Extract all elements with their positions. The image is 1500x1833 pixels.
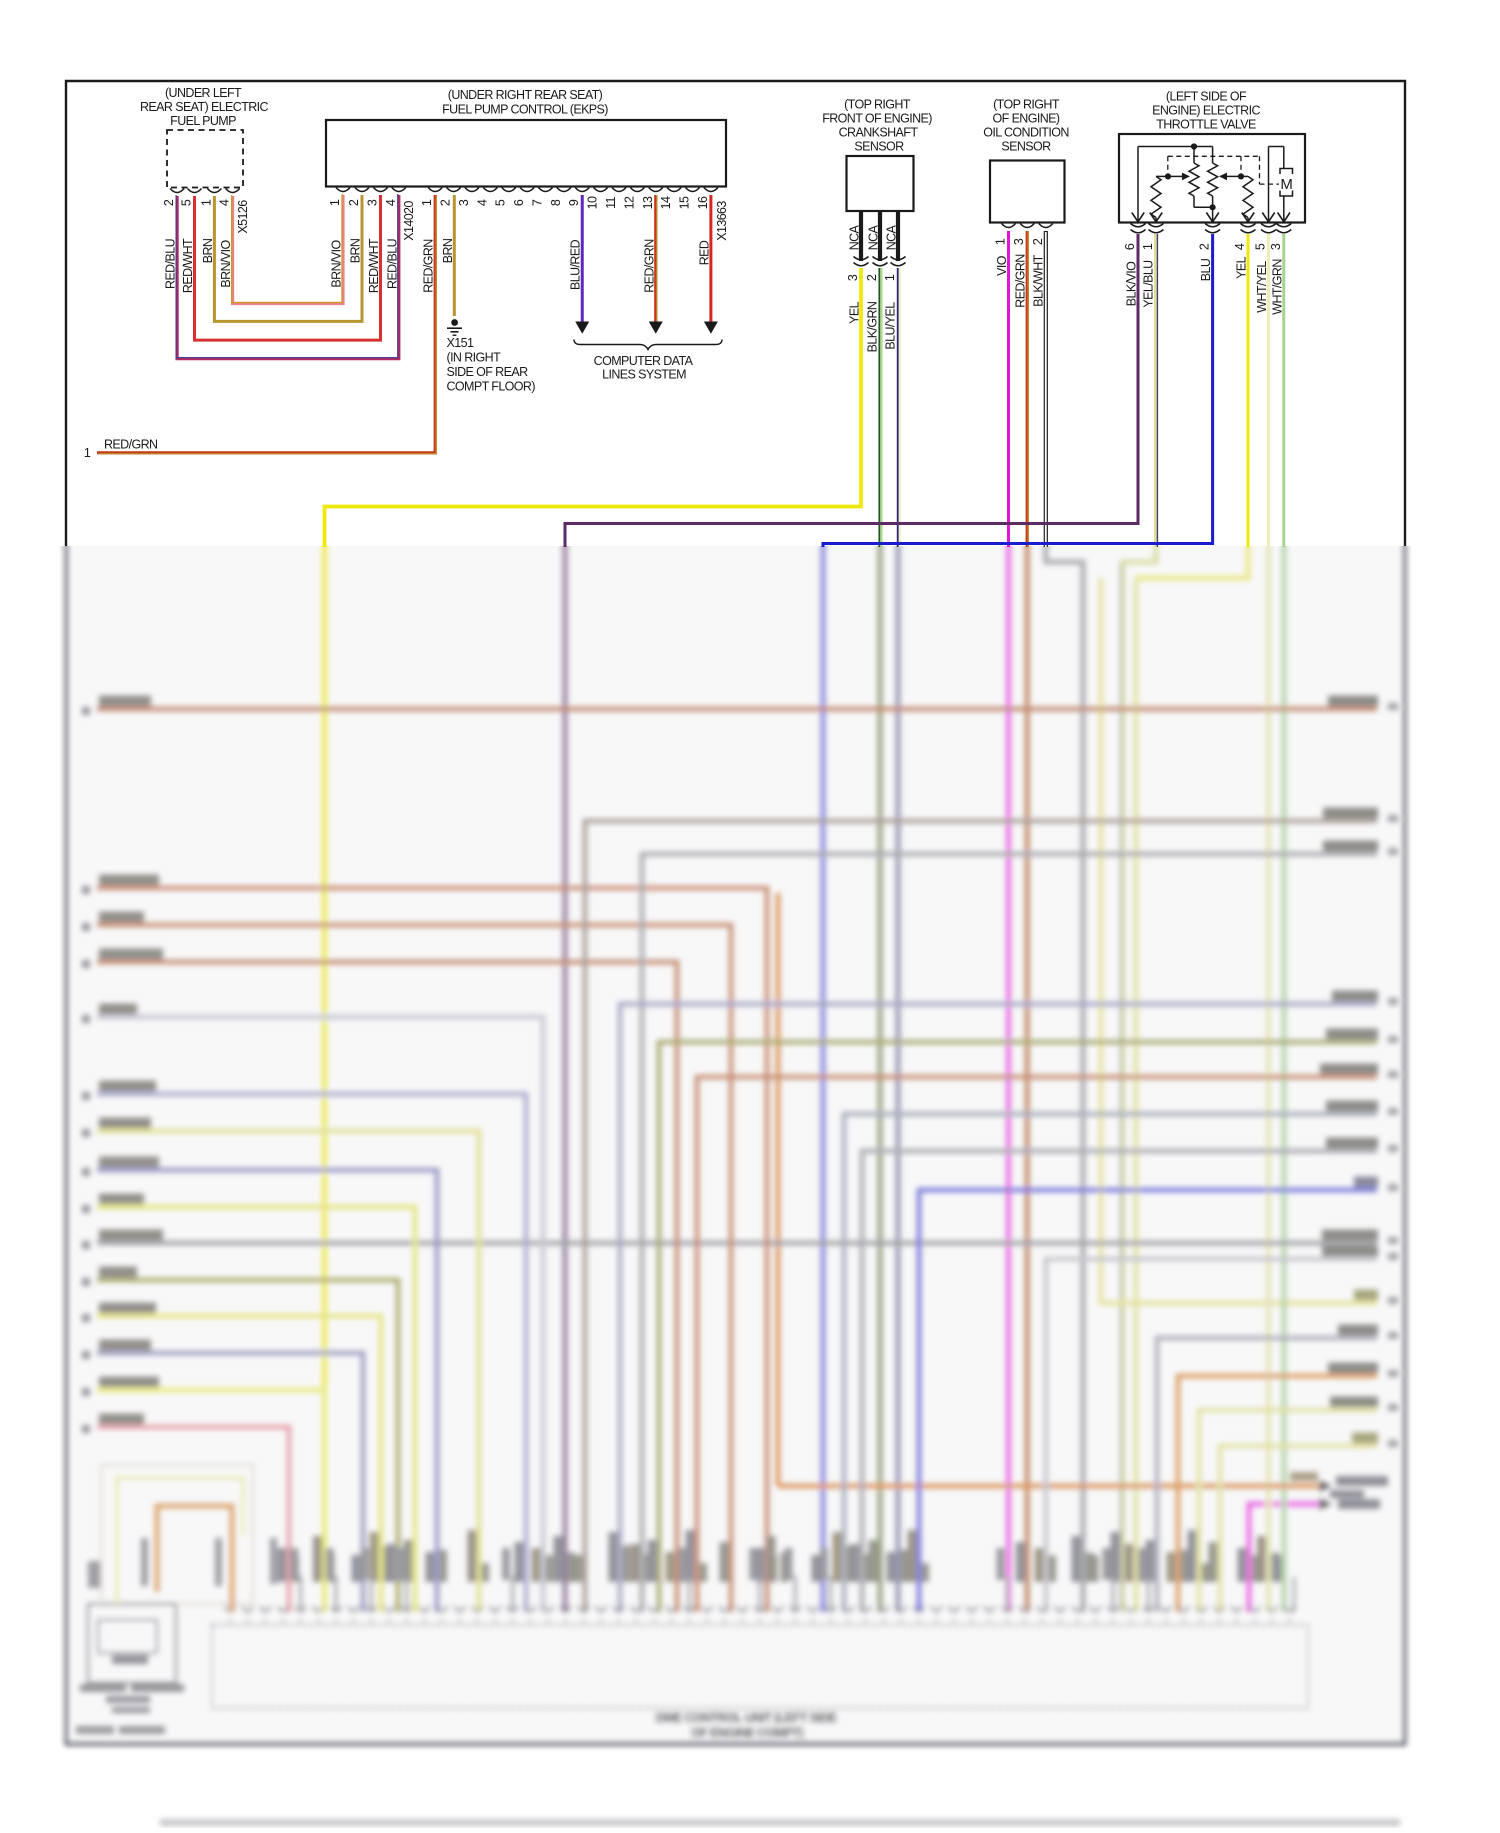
svg-text:5: 5	[1254, 243, 1268, 250]
svg-text:WHT/YEL: WHT/YEL	[1255, 261, 1269, 313]
svg-text:(TOP RIGHT: (TOP RIGHT	[844, 98, 911, 112]
svg-text:(UNDER RIGHT REAR SEAT): (UNDER RIGHT REAR SEAT)	[448, 88, 603, 102]
svg-text:ENGINE) ELECTRIC: ENGINE) ELECTRIC	[1152, 104, 1260, 118]
svg-text:X14020: X14020	[402, 201, 416, 241]
svg-text:3: 3	[457, 199, 471, 206]
svg-text:RED/GRN: RED/GRN	[422, 239, 436, 293]
svg-text:1: 1	[420, 199, 434, 206]
svg-text:8: 8	[549, 199, 563, 206]
svg-text:15: 15	[678, 196, 692, 209]
svg-text:COMPUTER DATA: COMPUTER DATA	[594, 354, 694, 368]
svg-text:BLU/RED: BLU/RED	[569, 239, 583, 290]
svg-text:BRN: BRN	[349, 238, 363, 263]
svg-text:BRN/VIO: BRN/VIO	[219, 240, 233, 288]
svg-text:(IN RIGHT: (IN RIGHT	[447, 351, 502, 365]
svg-text:3: 3	[846, 274, 860, 281]
svg-text:RED/BLU: RED/BLU	[385, 238, 399, 289]
svg-text:THROTTLE VALVE: THROTTLE VALVE	[1156, 118, 1256, 132]
svg-text:12: 12	[622, 196, 636, 209]
svg-text:RED/BLU: RED/BLU	[164, 238, 178, 289]
svg-text:RED/GRN: RED/GRN	[1014, 254, 1028, 308]
svg-text:2: 2	[347, 199, 361, 206]
svg-text:3: 3	[366, 199, 380, 206]
svg-text:(UNDER LEFT: (UNDER LEFT	[165, 86, 242, 100]
svg-text:3: 3	[1269, 243, 1283, 250]
svg-text:FRONT OF ENGINE): FRONT OF ENGINE)	[822, 112, 932, 126]
svg-text:M: M	[1280, 176, 1292, 193]
svg-text:13: 13	[641, 196, 655, 209]
svg-text:2: 2	[1198, 243, 1212, 250]
svg-text:7: 7	[530, 199, 544, 206]
svg-text:14: 14	[659, 196, 673, 209]
svg-text:CRANKSHAFT: CRANKSHAFT	[839, 126, 919, 140]
svg-text:(LEFT SIDE OF: (LEFT SIDE OF	[1166, 90, 1247, 104]
svg-text:9: 9	[567, 199, 581, 206]
svg-text:OF ENGINE COMPT): OF ENGINE COMPT)	[691, 1726, 803, 1740]
svg-text:OIL CONDITION: OIL CONDITION	[983, 126, 1069, 140]
svg-text:YEL/BLU: YEL/BLU	[1142, 260, 1156, 308]
svg-text:1: 1	[994, 238, 1008, 245]
svg-text:3: 3	[1012, 238, 1026, 245]
svg-text:FUEL PUMP: FUEL PUMP	[170, 114, 236, 128]
svg-text:2: 2	[865, 274, 879, 281]
svg-text:1: 1	[883, 274, 897, 281]
svg-text:4: 4	[1233, 243, 1247, 250]
svg-text:10: 10	[586, 196, 600, 209]
svg-text:DME CONTROL UNIT (LEFT SIDE: DME CONTROL UNIT (LEFT SIDE	[656, 1711, 837, 1725]
svg-text:SENSOR: SENSOR	[854, 140, 904, 154]
svg-text:4: 4	[218, 199, 232, 206]
svg-text:5: 5	[180, 199, 194, 206]
svg-text:LINES SYSTEM: LINES SYSTEM	[602, 368, 686, 382]
svg-text:FUEL PUMP CONTROL (EKPS): FUEL PUMP CONTROL (EKPS)	[442, 103, 608, 117]
svg-text:BLK/VIO: BLK/VIO	[1125, 261, 1139, 306]
svg-text:BRN: BRN	[441, 238, 455, 263]
svg-text:5: 5	[494, 199, 508, 206]
svg-text:BLK/WHT: BLK/WHT	[1031, 254, 1045, 306]
svg-text:RED/GRN: RED/GRN	[642, 239, 656, 293]
svg-text:YEL: YEL	[1235, 256, 1249, 278]
svg-text:BLU: BLU	[1199, 258, 1213, 281]
svg-text:4: 4	[475, 199, 489, 206]
svg-text:2: 2	[439, 199, 453, 206]
svg-text:1: 1	[84, 446, 91, 460]
svg-text:X151: X151	[447, 336, 474, 350]
svg-text:1: 1	[1141, 243, 1155, 250]
svg-text:BRN/VIO: BRN/VIO	[330, 240, 344, 288]
svg-text:4: 4	[384, 199, 398, 206]
svg-text:COMPT FLOOR): COMPT FLOOR)	[447, 380, 536, 394]
svg-text:YEL: YEL	[848, 301, 862, 323]
svg-text:SIDE OF REAR: SIDE OF REAR	[447, 365, 529, 379]
svg-text:VIO: VIO	[995, 255, 1009, 276]
svg-text:16: 16	[696, 196, 710, 209]
svg-text:1: 1	[199, 199, 213, 206]
svg-text:SENSOR: SENSOR	[1001, 140, 1051, 154]
svg-text:NCA: NCA	[885, 224, 899, 250]
svg-text:NCA: NCA	[867, 224, 881, 250]
svg-text:REAR SEAT) ELECTRIC: REAR SEAT) ELECTRIC	[140, 100, 269, 114]
svg-text:2: 2	[162, 199, 176, 206]
svg-text:X5126: X5126	[236, 200, 250, 234]
svg-text:X13663: X13663	[715, 201, 729, 241]
svg-text:6: 6	[512, 199, 526, 206]
svg-text:RED/WHT: RED/WHT	[181, 238, 195, 293]
svg-text:RED: RED	[697, 240, 711, 265]
svg-text:WHT/GRN: WHT/GRN	[1270, 259, 1284, 315]
svg-text:11: 11	[604, 196, 618, 208]
svg-text:OF ENGINE): OF ENGINE)	[993, 112, 1060, 126]
svg-text:NCA: NCA	[848, 224, 862, 250]
svg-text:BLU/YEL: BLU/YEL	[884, 302, 898, 350]
svg-text:RED/GRN: RED/GRN	[104, 438, 158, 452]
svg-text:BLK/GRN: BLK/GRN	[866, 301, 880, 352]
svg-text:RED/WHT: RED/WHT	[367, 238, 381, 293]
svg-text:1: 1	[328, 199, 342, 206]
svg-text:2: 2	[1031, 238, 1045, 245]
svg-text:BRN: BRN	[201, 238, 215, 263]
svg-text:(TOP RIGHT: (TOP RIGHT	[993, 98, 1060, 112]
svg-text:6: 6	[1123, 243, 1137, 250]
